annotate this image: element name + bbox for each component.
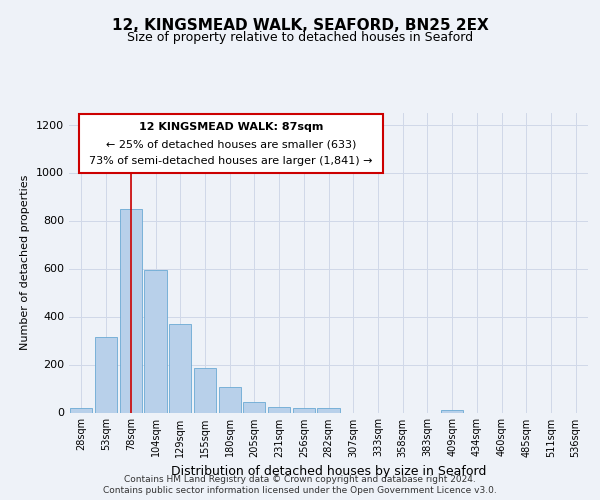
Text: 12, KINGSMEAD WALK, SEAFORD, BN25 2EX: 12, KINGSMEAD WALK, SEAFORD, BN25 2EX [112,18,488,32]
Bar [169,324,191,412]
X-axis label: Distribution of detached houses by size in Seaford: Distribution of detached houses by size … [171,465,486,478]
Text: Contains public sector information licensed under the Open Government Licence v3: Contains public sector information licen… [103,486,497,495]
Bar [145,270,167,412]
Text: Contains HM Land Registry data © Crown copyright and database right 2024.: Contains HM Land Registry data © Crown c… [124,475,476,484]
Bar [70,408,92,412]
Bar [293,408,315,412]
Bar [441,410,463,412]
Text: 73% of semi-detached houses are larger (1,841) →: 73% of semi-detached houses are larger (… [89,156,373,166]
Text: Size of property relative to detached houses in Seaford: Size of property relative to detached ho… [127,31,473,44]
Bar [218,388,241,412]
Bar [119,208,142,412]
Text: ← 25% of detached houses are smaller (633): ← 25% of detached houses are smaller (63… [106,140,356,149]
Y-axis label: Number of detached properties: Number of detached properties [20,175,31,350]
Bar [95,337,117,412]
Text: 12 KINGSMEAD WALK: 87sqm: 12 KINGSMEAD WALK: 87sqm [139,122,323,132]
FancyBboxPatch shape [79,114,383,172]
Bar [194,368,216,412]
Bar [243,402,265,412]
Bar [317,408,340,412]
Bar [268,407,290,412]
